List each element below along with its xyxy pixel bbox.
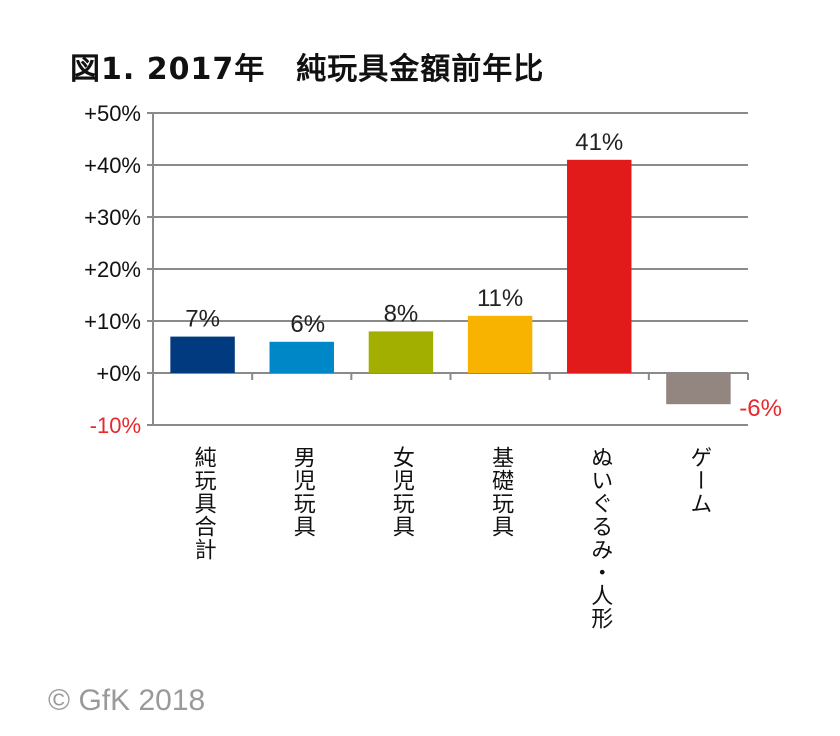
category-label: 純玩具合計 (190, 446, 216, 561)
data-label: 8% (384, 300, 419, 327)
data-label: -6% (739, 395, 782, 422)
y-tick-label: +40% (84, 153, 141, 178)
y-tick-label: +50% (84, 101, 141, 126)
y-tick-label: -10% (90, 413, 141, 438)
category-label: 女児玩具 (388, 446, 414, 538)
bar (368, 331, 434, 373)
category-label: 男児玩具 (289, 446, 315, 538)
y-tick-label: +0% (96, 361, 141, 386)
data-label: 11% (477, 285, 523, 312)
chart-title: 図1. 2017年 純玩具金額前年比 (70, 52, 545, 87)
category-label: 基礎玩具 (488, 446, 514, 538)
bar (467, 315, 533, 373)
copyright-footer: © GfK 2018 (48, 684, 206, 717)
category-label: ゲーム (686, 446, 712, 515)
category-label: ぬいぐるみ・人形 (587, 446, 613, 630)
data-label: 7% (185, 306, 220, 333)
y-tick-label: +10% (84, 309, 141, 334)
bar (269, 341, 334, 373)
y-tick-label: +30% (84, 205, 141, 230)
data-label: 41% (575, 129, 623, 156)
bar (170, 336, 235, 373)
y-tick-label: +20% (84, 257, 141, 282)
bar (567, 159, 632, 373)
data-label: 6% (290, 311, 325, 338)
bar (666, 373, 731, 405)
